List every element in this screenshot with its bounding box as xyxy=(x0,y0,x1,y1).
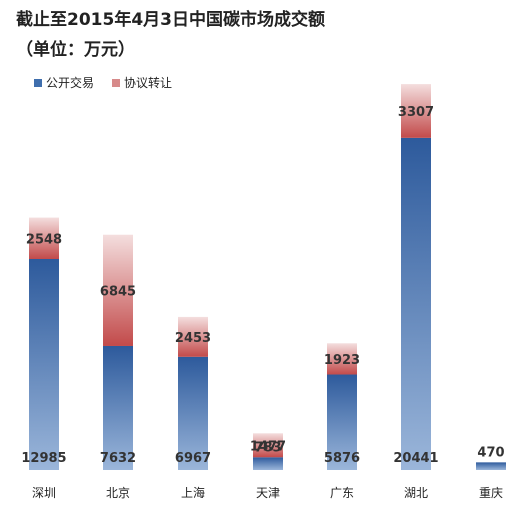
bar-agreement-1 xyxy=(103,234,133,346)
category-label-6: 重庆 xyxy=(479,486,503,500)
bar-public-0 xyxy=(29,258,59,470)
data-label-public-4: 5876 xyxy=(324,451,360,466)
data-label-public-5: 20441 xyxy=(393,451,438,466)
bar-agreement-0 xyxy=(29,217,59,259)
bar-public-3 xyxy=(253,457,283,470)
data-label-public-0: 12985 xyxy=(21,451,66,466)
data-label-agreement-0: 2548 xyxy=(26,232,62,247)
bar-agreement-3 xyxy=(253,433,283,458)
data-label-agreement-4: 1923 xyxy=(324,353,360,368)
legend-swatch-agreement xyxy=(112,78,121,87)
category-label-4: 广东 xyxy=(330,486,354,500)
legend-item-agreement: 协议转让 xyxy=(112,74,172,91)
bar-agreement-5 xyxy=(401,84,431,138)
data-label-public-3: 783 xyxy=(254,440,281,455)
data-label-agreement-5: 3307 xyxy=(398,105,434,120)
chart-title: 截止至2015年4月3日中国碳市场成交额 xyxy=(16,10,325,30)
legend: 公开交易 协议转让 xyxy=(34,74,190,91)
data-label-public-6: 470 xyxy=(477,445,504,460)
data-label-public-1: 7632 xyxy=(100,451,136,466)
legend-label-public: 公开交易 xyxy=(46,76,95,90)
data-label-public-2: 6967 xyxy=(175,451,211,466)
category-label-1: 北京 xyxy=(106,486,130,500)
bar-agreement-4 xyxy=(327,343,357,375)
legend-item-public: 公开交易 xyxy=(34,74,94,91)
category-label-3: 天津 xyxy=(256,486,280,500)
data-label-agreement-3: 1477 xyxy=(250,439,286,454)
category-label-5: 湖北 xyxy=(404,485,428,500)
bar-public-4 xyxy=(327,374,357,470)
chart-subtitle: （单位：万元） xyxy=(16,40,135,60)
bar-public-5 xyxy=(401,137,431,471)
data-label-agreement-2: 2453 xyxy=(175,331,211,346)
category-label-2: 上海 xyxy=(181,485,205,500)
bar-public-2 xyxy=(178,356,208,470)
legend-swatch-public xyxy=(34,78,42,87)
bar-public-1 xyxy=(103,345,133,470)
legend-label-agreement: 协议转让 xyxy=(124,76,173,90)
bar-agreement-2 xyxy=(178,316,208,357)
bar-public-6 xyxy=(476,462,506,470)
data-label-agreement-1: 6845 xyxy=(100,284,136,299)
category-label-0: 深圳 xyxy=(32,486,56,500)
